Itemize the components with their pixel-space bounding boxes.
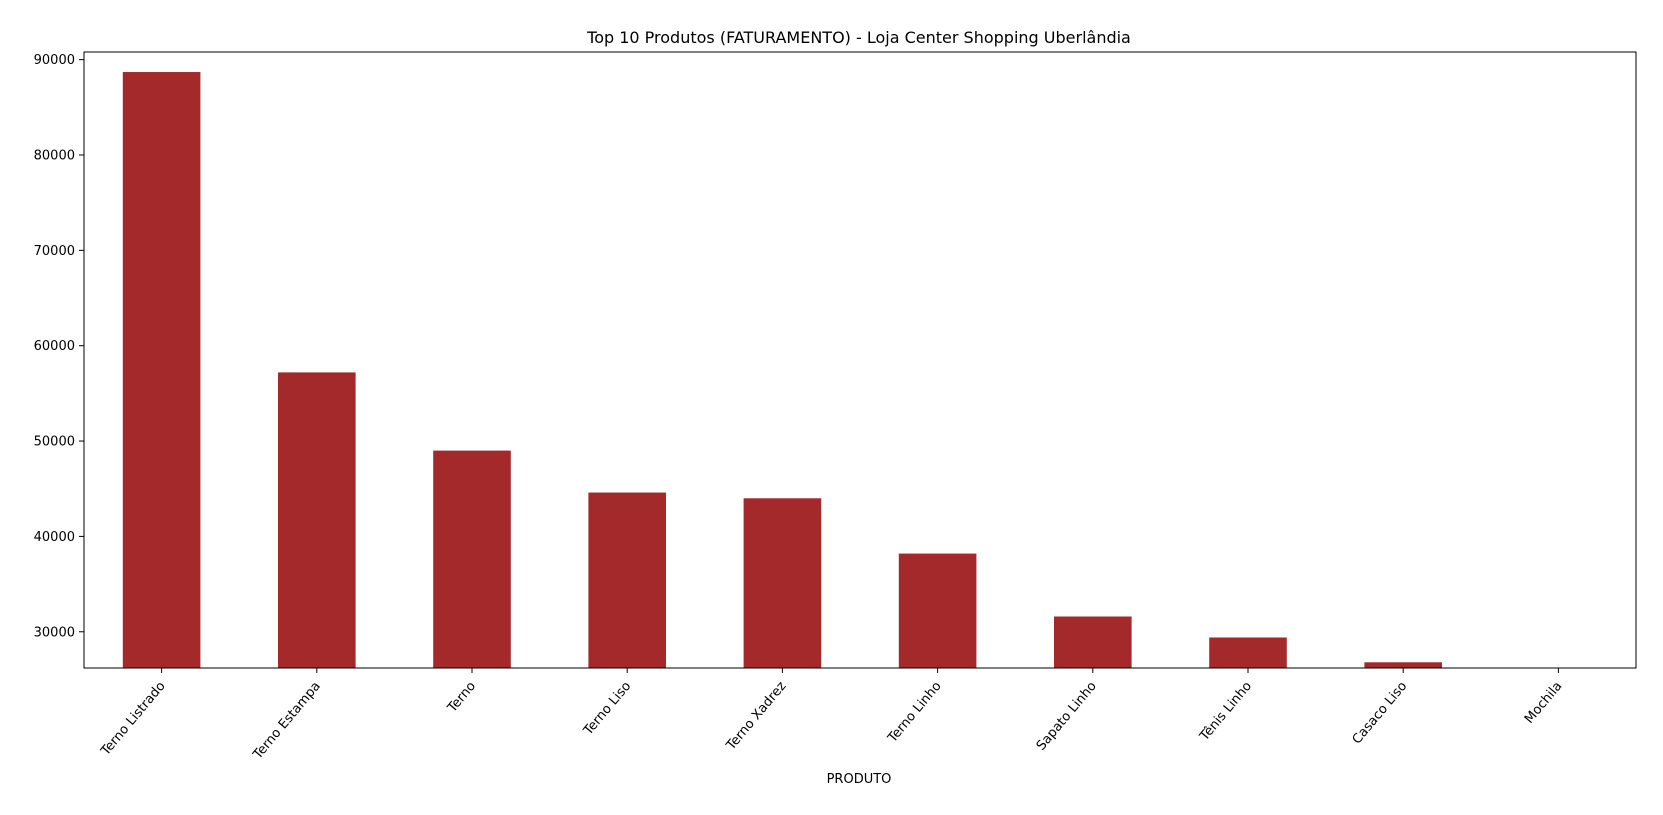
bar-8 <box>1364 662 1442 668</box>
y-tick-label-5: 80000 <box>34 148 75 163</box>
x-tick-label-4: Terno Xadrez <box>723 679 789 754</box>
x-axis-label: PRODUTO <box>827 772 892 787</box>
x-tick-label-3: Terno Liso <box>581 679 635 739</box>
y-tick-label-0: 30000 <box>34 625 75 640</box>
y-tick-label-6: 90000 <box>34 53 75 68</box>
bar-2 <box>433 450 511 668</box>
bar-6 <box>1054 616 1132 668</box>
x-tick-label-0: Terno Listrado <box>98 679 169 759</box>
y-tick-label-1: 40000 <box>34 530 75 545</box>
x-tick-label-7: Tênis Linho <box>1197 679 1256 745</box>
chart-title: Top 10 Produtos (FATURAMENTO) - Loja Cen… <box>586 28 1131 47</box>
x-tick-label-1: Terno Estampa <box>250 679 324 763</box>
x-axis: Terno Listrado Terno Estampa Terno Terno Li… <box>98 668 1565 763</box>
x-tick-label-9: Mochila <box>1522 679 1565 727</box>
x-tick-label-5: Terno Linho <box>885 679 945 746</box>
plot-frame <box>83 51 1637 669</box>
x-tick-label-2: Terno <box>444 679 479 716</box>
x-tick-label-6: Sapato Linho <box>1034 679 1100 754</box>
x-tick-label-8: Casaco Liso <box>1350 679 1411 747</box>
y-tick-label-4: 70000 <box>34 244 75 259</box>
bar-0 <box>122 72 201 668</box>
bar-3 <box>588 492 666 668</box>
y-axis: 30000 40000 50000 60000 70000 80000 90000 <box>34 53 84 640</box>
bars-group <box>122 72 1442 668</box>
y-tick-label-2: 50000 <box>34 435 75 450</box>
bar-1 <box>278 372 356 668</box>
bar-5 <box>898 553 977 668</box>
bar-4 <box>743 498 822 668</box>
y-tick-label-3: 60000 <box>34 339 75 354</box>
bar-7 <box>1209 637 1287 668</box>
